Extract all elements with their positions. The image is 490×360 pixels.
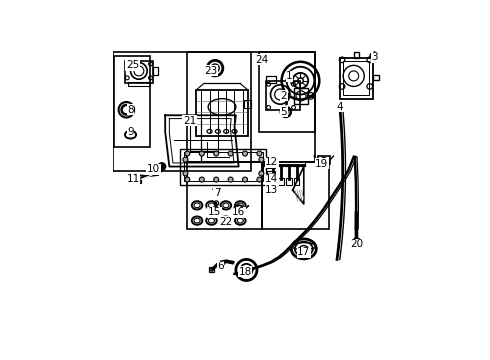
Text: 16: 16 xyxy=(232,207,245,217)
Bar xyxy=(294,87,308,104)
Bar xyxy=(184,152,263,181)
Text: 23: 23 xyxy=(204,66,218,76)
Bar xyxy=(213,209,220,215)
Circle shape xyxy=(199,177,204,182)
Circle shape xyxy=(183,171,188,176)
Text: 4: 4 xyxy=(337,102,343,112)
Circle shape xyxy=(214,151,219,156)
Circle shape xyxy=(243,177,247,182)
Bar xyxy=(267,163,275,168)
Circle shape xyxy=(243,151,247,156)
Bar xyxy=(113,51,251,171)
Bar xyxy=(267,171,275,176)
Bar xyxy=(340,58,373,99)
Bar xyxy=(286,179,292,185)
Bar xyxy=(318,156,330,164)
Text: 5: 5 xyxy=(280,107,287,117)
Text: 14: 14 xyxy=(265,174,278,184)
Circle shape xyxy=(228,177,233,182)
Text: 25: 25 xyxy=(126,60,139,70)
Circle shape xyxy=(259,157,264,162)
Bar xyxy=(270,179,276,185)
Text: 1: 1 xyxy=(286,72,293,81)
Bar xyxy=(267,76,276,84)
Bar xyxy=(262,162,329,229)
Text: 24: 24 xyxy=(256,55,269,65)
Bar xyxy=(278,179,284,185)
Circle shape xyxy=(214,177,219,182)
Text: 13: 13 xyxy=(265,185,278,195)
Bar xyxy=(343,61,369,95)
Bar xyxy=(196,90,248,136)
Text: 2: 2 xyxy=(280,91,287,101)
Bar xyxy=(128,82,150,86)
Text: 22: 22 xyxy=(219,217,232,227)
Text: 11: 11 xyxy=(127,174,140,184)
Bar xyxy=(187,162,262,229)
Circle shape xyxy=(199,151,204,156)
Bar xyxy=(267,81,300,110)
Bar xyxy=(209,267,214,272)
Circle shape xyxy=(228,151,233,156)
Circle shape xyxy=(259,171,264,176)
Text: 10: 10 xyxy=(147,164,160,174)
Text: 15: 15 xyxy=(208,207,221,217)
Bar xyxy=(354,52,359,58)
Text: 17: 17 xyxy=(297,247,311,257)
Bar xyxy=(187,51,315,162)
Bar xyxy=(114,56,150,147)
Circle shape xyxy=(257,177,262,182)
Bar xyxy=(153,67,158,75)
Circle shape xyxy=(183,157,188,162)
Text: 12: 12 xyxy=(265,157,278,167)
Bar xyxy=(294,179,299,185)
Bar xyxy=(125,61,153,84)
Circle shape xyxy=(185,151,190,156)
Circle shape xyxy=(257,151,262,156)
Bar xyxy=(372,75,379,80)
Bar xyxy=(259,51,315,132)
Bar xyxy=(135,180,141,183)
Text: 21: 21 xyxy=(183,116,196,126)
Text: 8: 8 xyxy=(127,105,134,115)
Circle shape xyxy=(158,163,166,170)
Text: 3: 3 xyxy=(371,52,378,62)
Circle shape xyxy=(185,177,190,182)
Text: 9: 9 xyxy=(127,127,134,137)
Text: 20: 20 xyxy=(350,239,363,249)
Text: 18: 18 xyxy=(239,267,252,277)
Text: 19: 19 xyxy=(315,159,328,169)
Circle shape xyxy=(370,53,374,57)
Text: 6: 6 xyxy=(218,261,224,271)
Text: 7: 7 xyxy=(214,188,220,198)
Bar xyxy=(180,149,267,185)
Bar xyxy=(244,100,251,108)
